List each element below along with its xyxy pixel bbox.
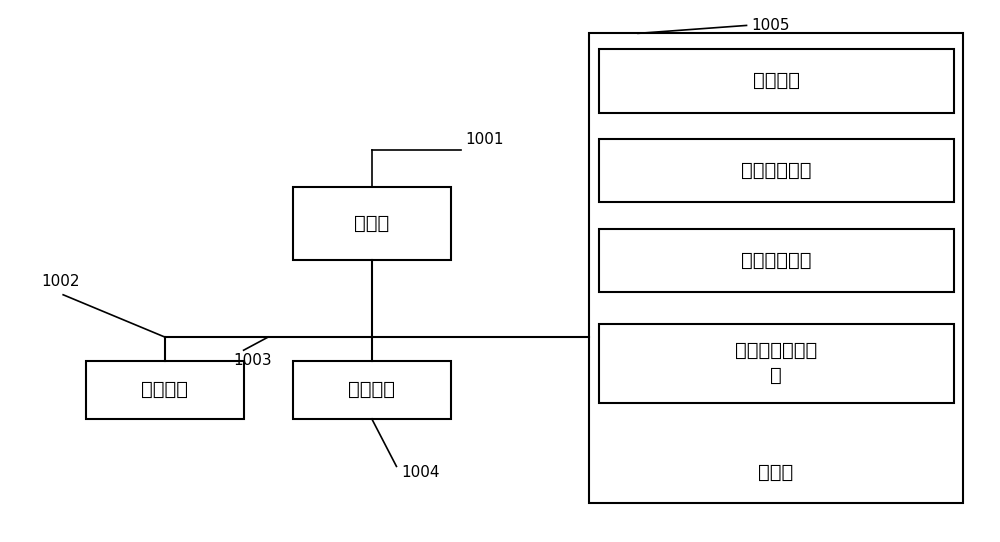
Text: 凝血时间计算程
序: 凝血时间计算程 序 (735, 341, 817, 385)
FancyBboxPatch shape (599, 229, 954, 292)
Text: 1005: 1005 (751, 18, 790, 33)
FancyBboxPatch shape (293, 361, 451, 419)
Text: 用户接口: 用户接口 (141, 380, 188, 399)
Text: 存储器: 存储器 (758, 463, 794, 482)
Text: 网络通信模块: 网络通信模块 (741, 161, 811, 180)
FancyBboxPatch shape (599, 324, 954, 403)
FancyBboxPatch shape (599, 49, 954, 113)
Text: 操作系统: 操作系统 (753, 72, 800, 91)
FancyBboxPatch shape (86, 361, 244, 419)
Text: 1003: 1003 (234, 353, 272, 368)
Text: 网络接口: 网络接口 (348, 380, 395, 399)
Text: 1002: 1002 (41, 274, 80, 289)
Text: 处理器: 处理器 (354, 214, 389, 233)
Text: 用户接口模块: 用户接口模块 (741, 251, 811, 270)
FancyBboxPatch shape (589, 34, 963, 504)
FancyBboxPatch shape (599, 139, 954, 202)
Text: 1004: 1004 (401, 464, 440, 480)
FancyBboxPatch shape (293, 186, 451, 261)
Text: 1001: 1001 (465, 132, 504, 147)
